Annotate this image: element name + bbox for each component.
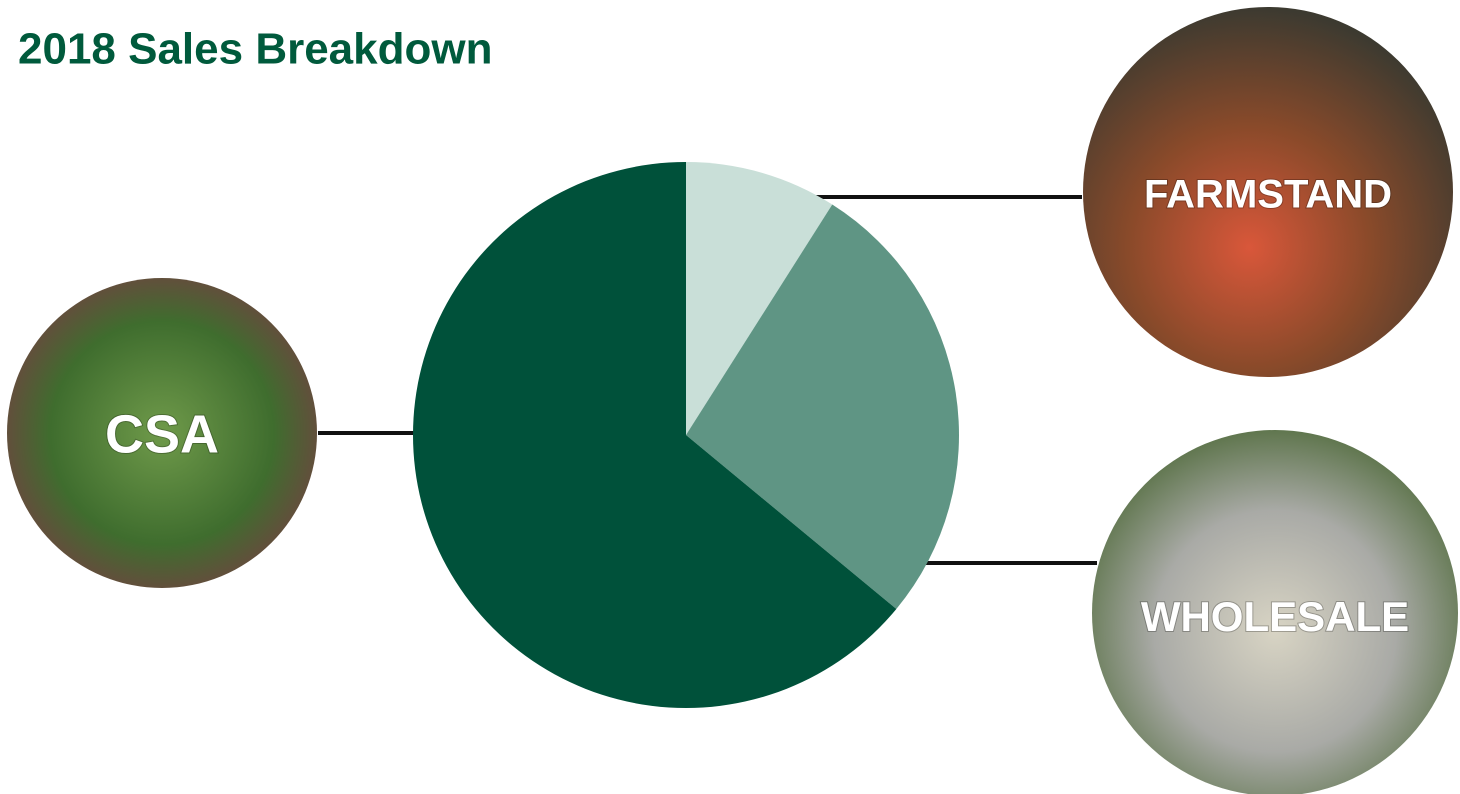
csa-photo [7, 278, 317, 588]
chart-title: 2018 Sales Breakdown [18, 25, 492, 74]
wholesale-photo [1092, 430, 1458, 794]
category-label: CSA [105, 404, 219, 464]
pie-slice [412, 162, 897, 709]
pie-slice [686, 204, 959, 610]
category-label: FARMSTAND [1144, 173, 1392, 217]
farmstand-photo [1083, 7, 1453, 377]
photos [7, 7, 1458, 794]
pie-slice [686, 162, 833, 435]
category-label: WHOLESALE [1141, 593, 1409, 640]
